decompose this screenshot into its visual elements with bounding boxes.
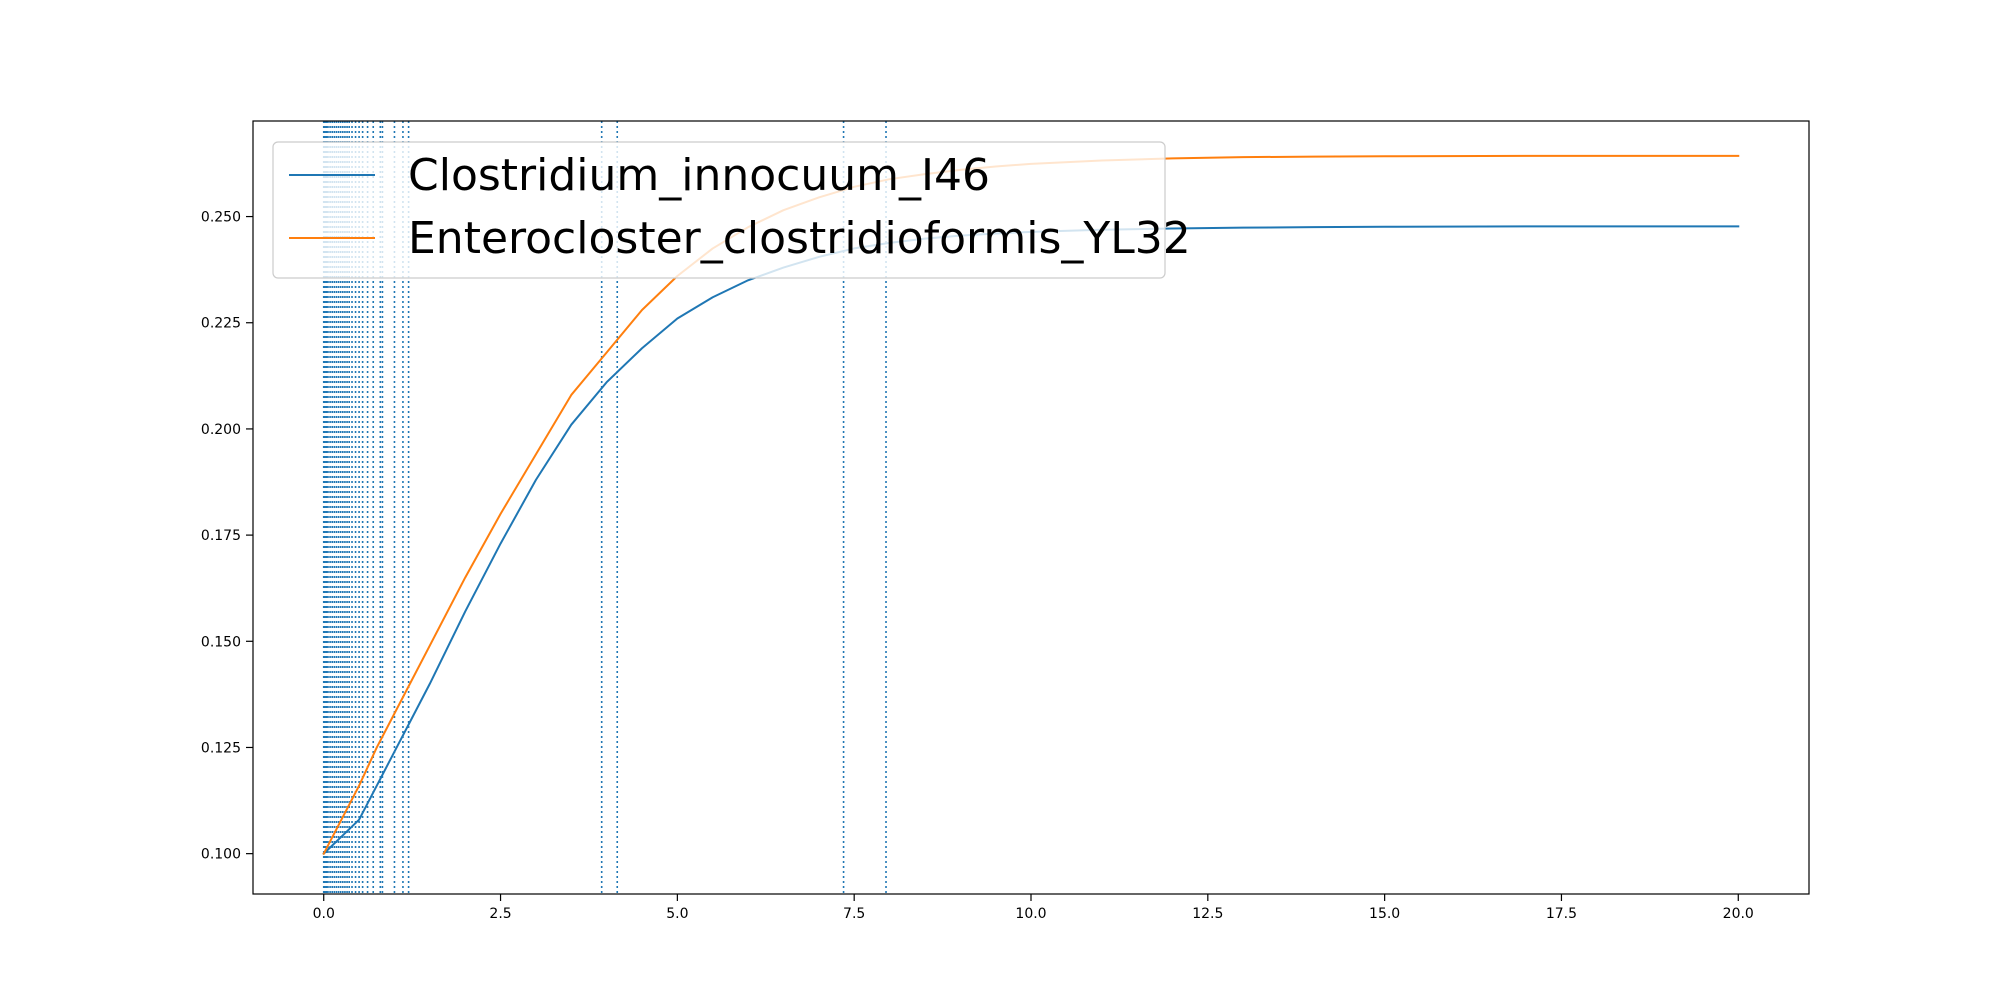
- x-tick-label: 5.0: [666, 906, 688, 922]
- x-tick-label: 15.0: [1369, 906, 1400, 922]
- legend-frame: [272, 141, 1166, 279]
- x-tick-label: 10.0: [1015, 906, 1046, 922]
- y-tick-label: 0.125: [201, 740, 241, 756]
- x-tick-label: 2.5: [489, 906, 511, 922]
- y-tick-label: 0.150: [201, 634, 241, 650]
- y-tick-label: 0.175: [201, 528, 241, 544]
- y-tick-label: 0.250: [201, 210, 241, 226]
- legend: Clostridium_innocuum_I46 Enterocloster_cl…: [272, 141, 1191, 279]
- legend-label-1: Clostridium_innocuum_I46: [408, 150, 990, 201]
- x-tick-label: 12.5: [1192, 906, 1223, 922]
- y-tick-label: 0.200: [201, 422, 241, 438]
- legend-label-2: Enterocloster_clostridioformis_YL32: [408, 213, 1191, 264]
- x-tick-label: 7.5: [843, 906, 865, 922]
- x-tick-label: 0.0: [313, 906, 335, 922]
- x-tick-label: 20.0: [1723, 906, 1754, 922]
- plot-area: 0.0 2.5 5.0 7.5 10.0 12.5 15.0 17.5 20.0 0.100 0.1…: [201, 120, 1810, 922]
- event-lines-group: [322, 121, 887, 894]
- y-tick-label: 0.225: [201, 316, 241, 332]
- y-tick-label: 0.100: [201, 847, 241, 863]
- x-tick-label: 17.5: [1546, 906, 1577, 922]
- series-line-1: [322, 225, 1740, 856]
